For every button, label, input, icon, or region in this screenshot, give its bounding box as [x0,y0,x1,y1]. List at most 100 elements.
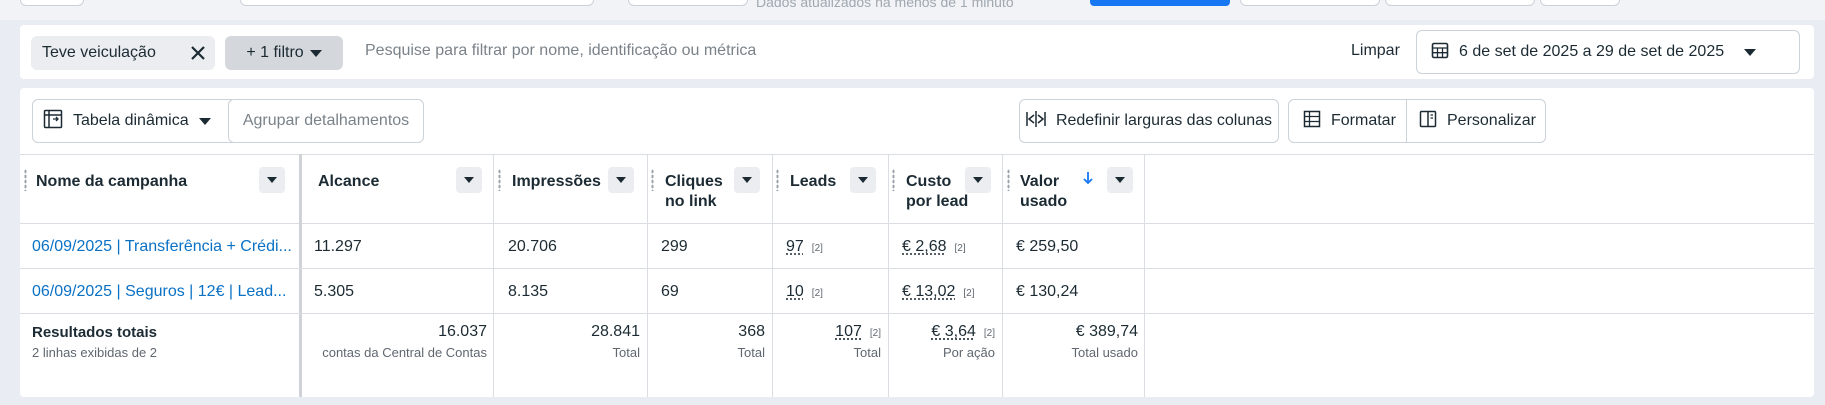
column-header-label: Impressões [512,173,601,190]
column-divider[interactable] [888,154,889,397]
leads-value[interactable]: 97 [786,238,804,255]
date-range-picker[interactable]: 6 de set de 2025 a 29 de set de 2025 [1416,30,1800,74]
campaign-name-link[interactable]: 06/09/2025 | Seguros | 12€ | Lead... [32,283,287,300]
filter-chip-delivered[interactable]: Teve veiculação [31,36,215,70]
pivot-table-button[interactable]: Tabela dinâmica [32,99,237,143]
column-menu-button[interactable] [608,167,634,193]
toolbar-button-partial[interactable] [1240,0,1380,6]
filter-bar: Teve veiculação + 1 filtro Pesquise para… [20,25,1814,79]
column-header-campaign-name[interactable]: Nome da campanha [36,155,187,225]
cost-per-lead-value[interactable]: € 13,02 [902,283,956,300]
toolbar-button-partial[interactable] [628,0,748,6]
total-reach-caption: contas da Central de Contas [322,345,487,360]
total-cost-per-lead-cell: € 3,64 [2] [891,323,995,341]
footnote-marker[interactable]: [2] [811,288,823,299]
totals-row: Resultados totais 2 linhas exibidas de 2… [20,314,1814,397]
drag-handle-icon[interactable] [892,169,895,191]
drag-handle-icon[interactable] [498,169,501,191]
column-header-link-clicks[interactable]: Cliques no link [665,155,723,225]
total-clicks-value: 368 [738,323,765,340]
caret-down-icon [1744,48,1757,56]
total-impressions-value: 28.841 [591,323,640,340]
drag-handle-icon[interactable] [1007,169,1010,191]
column-header-label: Alcance [318,173,380,190]
drag-handle-icon[interactable] [651,169,654,191]
column-divider[interactable] [1002,154,1003,397]
total-cost-per-lead-value[interactable]: € 3,64 [931,323,976,340]
column-menu-button[interactable] [259,167,285,193]
campaign-name-link[interactable]: 06/09/2025 | Transferência + Crédi... [32,238,292,255]
more-filters-label: + 1 filtro [246,44,304,61]
total-leads-cell: 107 [2] [775,323,881,341]
column-menu-button[interactable] [734,167,760,193]
search-box-partial[interactable] [240,0,594,6]
sort-descending-icon[interactable] [1082,171,1094,190]
table-row[interactable]: 06/09/2025 | Transferência + Crédi... 11… [20,224,1814,269]
column-menu-button[interactable] [850,167,876,193]
caret-down-icon [309,49,322,57]
group-breakdowns-button[interactable]: Agrupar detalhamentos [228,99,424,143]
footnote-marker[interactable]: [2] [869,328,881,339]
group-breakdowns-label: Agrupar detalhamentos [242,112,410,129]
footnote-marker[interactable]: [2] [954,243,966,254]
calendar-icon [1431,41,1449,64]
total-leads-caption: Total [853,345,881,360]
column-divider[interactable] [299,154,302,397]
total-leads-value[interactable]: 107 [835,323,862,340]
column-menu-button[interactable] [965,167,991,193]
reach-value: 11.297 [314,238,362,255]
format-label: Formatar [1331,112,1396,129]
clear-button[interactable]: Limpar [1351,42,1400,59]
column-resize-icon [1026,110,1046,133]
column-header-label: Leads [790,173,837,190]
column-header-leads[interactable]: Leads [790,155,836,225]
column-header-label: Cliques [665,173,723,190]
toolbar-button-partial[interactable] [20,0,84,6]
totals-title: Resultados totais [32,324,158,341]
drag-handle-icon[interactable] [24,169,27,191]
column-header-label: Custo [906,173,952,190]
drag-handle-icon[interactable] [776,169,779,191]
toolbar-button-partial[interactable] [1385,0,1535,6]
column-divider[interactable] [772,154,773,397]
caret-down-icon [973,177,983,183]
toolbar-button-partial[interactable] [1540,0,1620,6]
column-header-label-line2: usado [1020,193,1068,210]
format-grid-icon [1303,110,1321,133]
total-reach-value: 16.037 [438,323,487,340]
close-icon[interactable] [187,42,209,64]
column-menu-button[interactable] [456,167,482,193]
reset-column-widths-button[interactable]: Redefinir larguras das colunas [1019,99,1279,143]
cost-per-lead-cell: € 13,02 [2] [902,283,975,301]
impressions-value: 8.135 [508,283,549,300]
column-divider[interactable] [493,154,494,397]
column-header-reach[interactable]: Alcance [318,155,379,225]
format-button[interactable]: Formatar [1288,99,1407,143]
caret-down-icon [1115,177,1125,183]
cost-per-lead-value[interactable]: € 2,68 [902,238,947,255]
caret-down-icon [742,177,752,183]
column-divider[interactable] [1144,154,1145,397]
total-clicks-caption: Total [737,345,765,360]
column-divider[interactable] [647,154,648,397]
footnote-marker[interactable]: [2] [963,288,975,299]
totals-subtitle: 2 linhas exibidas de 2 [32,345,158,360]
leads-value[interactable]: 10 [786,283,804,300]
pivot-table-icon [43,109,63,134]
footnote-marker[interactable]: [2] [811,243,823,254]
link-clicks-value: 299 [661,238,688,255]
create-button-partial[interactable] [1090,0,1230,6]
column-header-impressions[interactable]: Impressões [512,155,601,225]
cost-per-lead-cell: € 2,68 [2] [902,238,966,256]
column-header-cost-per-lead[interactable]: Custo por lead [906,155,968,225]
footnote-marker[interactable]: [2] [983,328,995,339]
table-row[interactable]: 06/09/2025 | Seguros | 12€ | Lead... 5.3… [20,269,1814,314]
customize-button[interactable]: Personalizar [1406,99,1546,143]
search-input[interactable]: Pesquise para filtrar por nome, identifi… [365,42,757,59]
reach-value: 5.305 [314,283,355,300]
reset-column-widths-label: Redefinir larguras das colunas [1055,112,1273,129]
more-filters-button[interactable]: + 1 filtro [225,36,343,70]
column-header-label-line2: no link [665,193,717,210]
column-header-amount-spent[interactable]: Valor usado [1020,155,1067,225]
column-menu-button[interactable] [1107,167,1133,193]
